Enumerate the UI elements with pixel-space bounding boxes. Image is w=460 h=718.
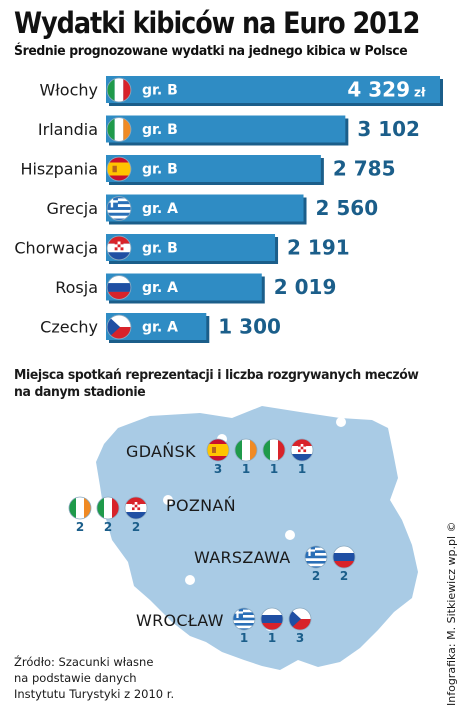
bar — [106, 273, 262, 301]
team-flags: 2 2 — [304, 545, 356, 583]
page-subtitle: Średnie prognozowane wydatki na jednego … — [14, 43, 408, 59]
category-label: Chorwacja — [14, 239, 98, 258]
croatia-flag-icon — [290, 438, 314, 462]
team-flags: 1 1 3 — [232, 607, 312, 645]
group-label: gr. B — [142, 241, 178, 257]
czech-flag-icon — [288, 607, 312, 631]
bar-chart: Włochy gr. B 4 329 zł Irlandia gr. B 3 102 Hisz… — [14, 76, 443, 343]
source-line: Źródło: Szacunki własne — [14, 655, 154, 669]
stadium-name: GDAŃSK — [126, 442, 196, 461]
category-label: Rosja — [55, 278, 98, 297]
value-label: 2 191 — [287, 236, 350, 260]
match-count: 2 — [311, 569, 321, 583]
match-count: 3 — [213, 462, 223, 476]
italy-flag-icon — [106, 77, 132, 103]
ireland-flag-icon — [234, 438, 258, 462]
greece-flag-icon — [304, 545, 328, 569]
stadium-name: WARSZAWA — [194, 548, 291, 567]
source-line: na podstawie danych — [14, 671, 137, 685]
italy-flag-icon — [96, 496, 120, 520]
category-label: Grecja — [46, 199, 98, 218]
value-label: 1 300 — [218, 315, 281, 339]
match-count: 3 — [295, 631, 305, 645]
match-count: 2 — [131, 520, 141, 534]
value-label: 2 019 — [274, 275, 337, 299]
greece-flag-icon — [106, 196, 132, 221]
city-dot — [163, 495, 173, 505]
stadium-name: WROCŁAW — [136, 611, 224, 630]
match-count: 1 — [241, 462, 251, 476]
poland-outline — [96, 406, 418, 670]
unit-label: zł — [414, 86, 426, 100]
group-label: gr. B — [142, 122, 178, 138]
credit-note: Infografika: M. Sitkiewicz wp.pl © — [445, 521, 458, 706]
russia-flag-icon — [260, 607, 284, 631]
category-label: Hiszpania — [20, 160, 98, 179]
croatia-flag-icon — [106, 235, 132, 261]
value-label: 2 560 — [316, 196, 379, 220]
bar — [106, 155, 321, 182]
bar — [106, 234, 276, 261]
source-note: Źródło: Szacunki własne na podstawie dan… — [14, 654, 174, 702]
russia-flag-icon — [106, 275, 132, 300]
group-label: gr. B — [142, 162, 178, 178]
spain-flag-icon — [106, 156, 132, 182]
team-flags: 3 1 1 1 — [206, 438, 314, 476]
match-count: 2 — [339, 569, 349, 583]
group-label: gr. B — [142, 83, 178, 99]
bar — [106, 115, 346, 143]
category-label: Czechy — [40, 318, 98, 337]
group-label: gr. A — [142, 201, 178, 217]
croatia-flag-icon — [124, 496, 148, 520]
section-title: Miejsca spotkań reprezentacji i liczba r… — [14, 367, 419, 400]
stadium-name: POZNAŃ — [166, 496, 236, 515]
value-label: 3 102 — [357, 117, 420, 141]
match-count: 2 — [75, 520, 85, 534]
city-dot — [285, 530, 295, 540]
group-label: gr. A — [142, 280, 178, 296]
bar — [106, 194, 304, 222]
czech-flag-icon — [106, 314, 132, 340]
city-dot — [185, 575, 195, 585]
russia-flag-icon — [332, 545, 356, 569]
team-flags: 2 2 2 — [68, 496, 148, 534]
category-label: Włochy — [39, 81, 98, 100]
match-count: 2 — [103, 520, 113, 534]
ireland-flag-icon — [106, 117, 132, 142]
source-line: Instytutu Turystyki z 2010 r. — [14, 687, 175, 701]
match-count: 1 — [269, 462, 279, 476]
page-title: Wydatki kibiców na Euro 2012 — [14, 6, 420, 40]
italy-flag-icon — [262, 438, 286, 462]
ireland-flag-icon — [68, 496, 92, 520]
match-count: 1 — [239, 631, 249, 645]
match-count: 1 — [267, 631, 277, 645]
category-label: Irlandia — [38, 120, 98, 139]
match-count: 1 — [297, 462, 307, 476]
bar — [106, 76, 440, 103]
value-label: 4 329 — [347, 78, 410, 102]
spain-flag-icon — [206, 438, 230, 462]
value-label: 2 785 — [333, 157, 396, 181]
city-dot — [336, 417, 346, 427]
greece-flag-icon — [232, 607, 256, 631]
group-label: gr. A — [142, 320, 178, 336]
